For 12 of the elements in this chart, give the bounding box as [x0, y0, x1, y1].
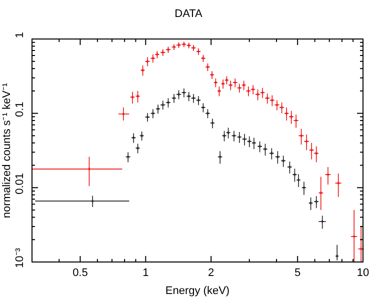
y-axis-title: normalized counts s⁻¹ keV⁻¹ — [1, 82, 13, 218]
x-axis-title: Energy (keV) — [165, 285, 230, 297]
x-tick-label: 1 — [142, 267, 149, 279]
chart-title: DATA — [174, 8, 204, 20]
y-tick-label: 1 — [14, 32, 26, 38]
x-tick-label: 0.5 — [72, 267, 88, 279]
x-tick-label: 5 — [294, 267, 301, 279]
y-tick-label: 0.1 — [14, 102, 26, 117]
x-tick-label: 10 — [356, 267, 370, 279]
y-tick-label: 0.01 — [14, 172, 26, 194]
y-tick-label: 10⁻³ — [14, 248, 26, 268]
x-tick-label: 2 — [208, 267, 214, 279]
